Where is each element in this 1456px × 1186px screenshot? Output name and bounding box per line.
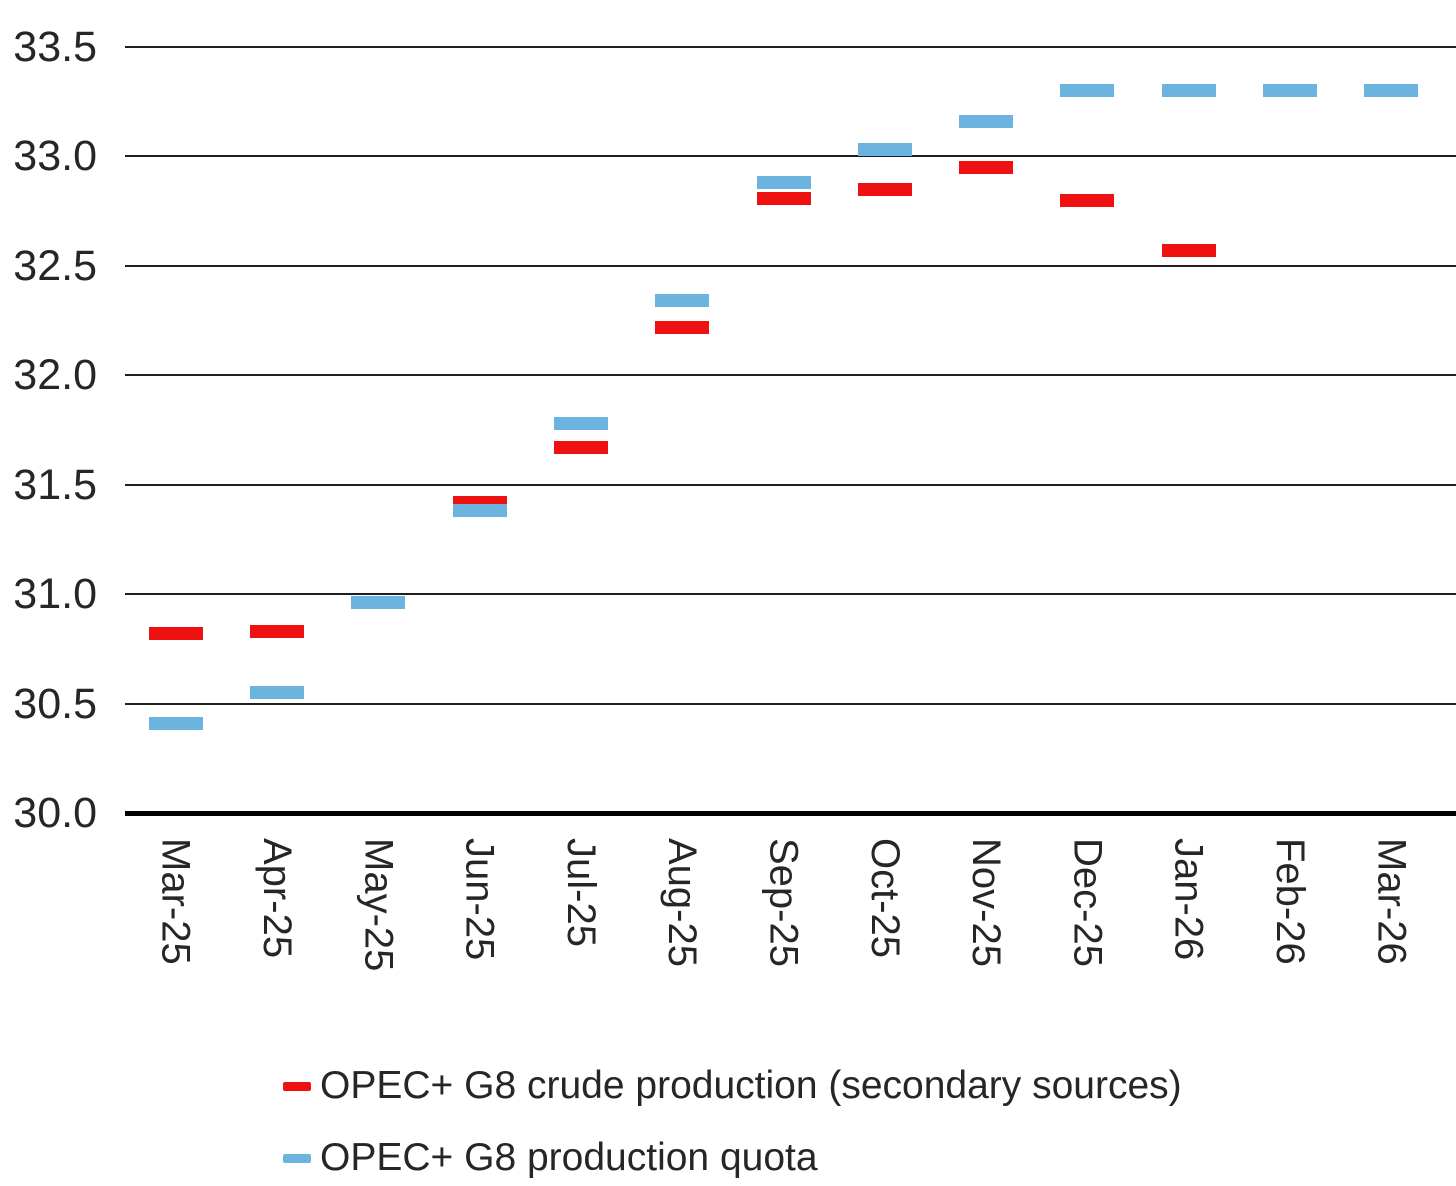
quota-bar [857,143,912,157]
x-tick-label: Jan-26 [1166,838,1211,961]
quota-bar [148,716,203,730]
x-tick-label: Mar-26 [1369,838,1414,965]
production-bar [857,182,912,196]
quota-bar [1161,84,1216,98]
x-tick-label: Dec-25 [1065,838,1110,967]
quota-bar [1263,84,1318,98]
gridline [125,483,1456,486]
gridline [125,593,1456,596]
legend-label: OPEC+ G8 production quota [320,1136,818,1179]
quota-bar [1364,84,1419,98]
x-tick-label: Apr-25 [254,838,299,959]
gridline [125,46,1456,48]
quota-bar [756,176,811,190]
quota-bar [249,686,304,700]
production-bar [655,320,710,334]
gridline [125,155,1456,158]
y-tick-label: 32.0 [13,351,97,400]
x-axis-line [125,811,1456,816]
legend-label: OPEC+ G8 crude production (secondary sou… [320,1064,1182,1107]
quota-bar [452,504,507,518]
quota-bar [959,114,1014,128]
gridline [125,374,1456,377]
production-bar [756,191,811,205]
y-tick-label: 30.0 [13,789,97,837]
legend: OPEC+ G8 crude production (secondary sou… [283,1058,1182,1186]
legend-item-quota: OPEC+ G8 production quota [283,1130,1182,1186]
quota-bar [553,416,608,430]
y-tick-label: 30.5 [13,679,97,728]
quota-bar [351,596,406,610]
x-tick-label: Jun-25 [457,838,502,961]
production-bar [553,441,608,454]
production-bar [1060,193,1115,207]
quota-bar [655,294,710,308]
x-tick-label: Jul-25 [558,838,603,947]
x-tick-label: Nov-25 [964,838,1009,967]
y-tick-label: 32.5 [13,241,97,290]
production-bar [148,627,203,641]
x-tick-label: Oct-25 [862,838,907,959]
gridline [125,702,1456,705]
x-tick-label: Sep-25 [761,838,806,967]
production-bar [1161,244,1216,258]
gridline [125,264,1456,267]
x-tick-label: Mar-25 [153,838,198,965]
x-tick-label: Feb-26 [1268,838,1313,965]
x-tick-label: May-25 [356,838,401,972]
y-tick-label: 31.0 [13,570,97,619]
x-tick-label: Aug-25 [660,838,705,967]
production-bar [249,624,304,638]
legend-item-production: OPEC+ G8 crude production (secondary sou… [283,1058,1182,1114]
legend-dash-icon [283,1153,311,1163]
y-tick-label: 33.0 [13,132,97,181]
production-bar [959,160,1014,174]
legend-dash-icon [283,1081,311,1091]
y-tick-label: 31.5 [13,460,97,509]
y-tick-label: 33.5 [13,23,97,71]
quota-bar [1060,84,1115,98]
